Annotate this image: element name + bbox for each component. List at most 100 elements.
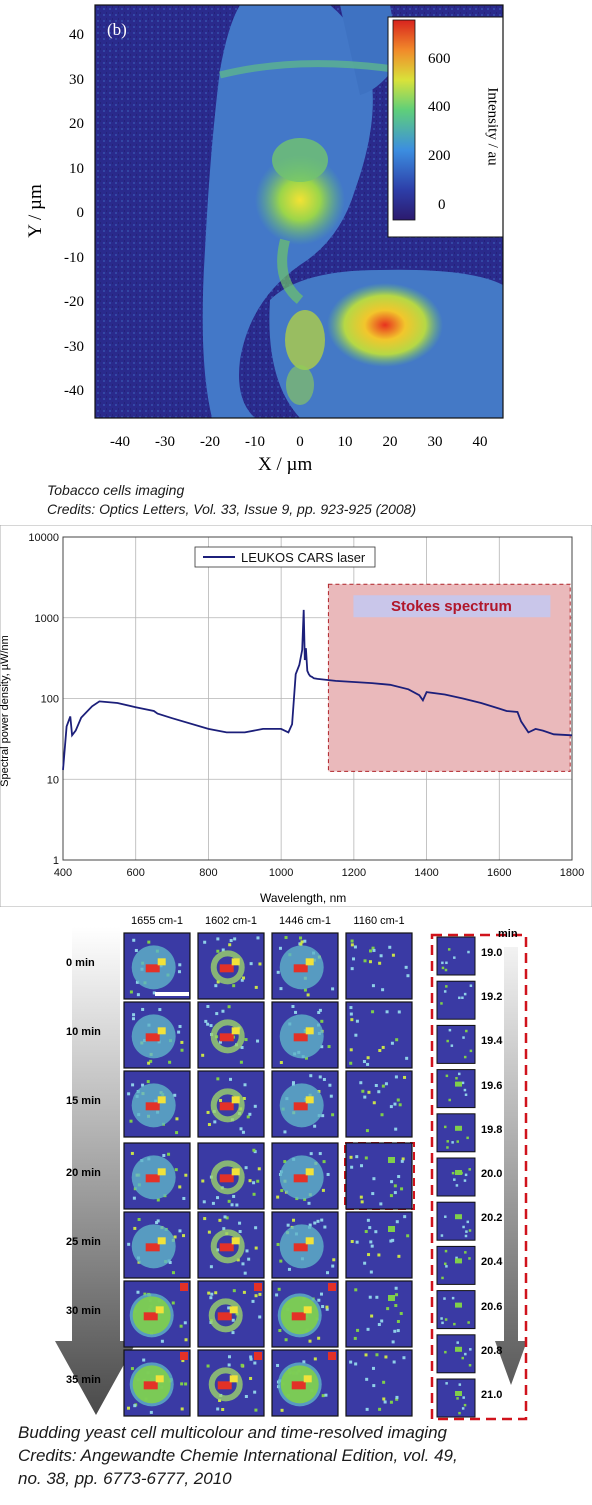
zoom-time-label: 20.4 [481,1256,503,1269]
figure-caption-credits: Credits: Angewandte Chemie International… [18,1446,458,1465]
image-tile [123,1280,191,1348]
tobacco-image-plot [94,4,504,419]
colorbar-tick: 600 [428,51,451,67]
y-tick-label: 30 [69,71,84,88]
zoom-tile [436,1290,476,1330]
colorbar [392,19,416,221]
y-tick-label: -30 [64,338,84,355]
zoom-tile [436,1024,476,1064]
zoom-tile [436,1157,476,1197]
zoom-tile [436,1245,476,1285]
x-tick-label: 1800 [560,867,584,879]
image-tile [123,1142,191,1210]
image-tile [123,932,191,1000]
figure-caption-title: Tobacco cells imaging [47,482,185,498]
zoom-tile [436,936,476,976]
plot-area [62,536,573,861]
image-tile [345,1211,413,1279]
x-tick-label: 20 [382,434,398,450]
x-axis-label: Wavelength, nm [260,891,347,905]
yeast-figure-graphics [55,927,528,1421]
image-tile [345,1142,413,1210]
y-tick-label: -10 [64,249,84,266]
zoom-tile [436,980,476,1020]
image-tile [271,1211,339,1279]
image-tile [123,1070,191,1138]
column-header: 1602 cm-1 [205,915,257,927]
image-tile [123,1211,191,1279]
x-tick-label: -30 [155,434,175,450]
row-label: 15 min [66,1095,101,1107]
y-tick-label: 10 [69,160,84,177]
image-tile [271,1070,339,1138]
image-tile [345,1349,413,1417]
image-tile [271,1280,339,1348]
x-tick-label: 600 [127,867,145,879]
image-tile [345,1280,413,1348]
image-tile [197,932,265,1000]
image-tile [197,1280,265,1348]
figure-tobacco: (b) 600 400 200 0 Intensity / au 40 30 20 1… [0,0,592,525]
y-tick-label: 100 [41,694,59,706]
nucleus-spot [255,155,345,245]
zoom-time-label: 20.6 [481,1300,503,1313]
zoom-dashed-frame [430,933,528,1421]
colorbar-tick: 0 [438,197,446,213]
figure-spectrum: Stokes spectrum 400 600 800 1000 1200 1400 1600… [0,524,592,908]
image-tile [345,932,413,1000]
colorbar-label: Intensity / au [484,87,501,166]
figure-caption-credits-cont: no. 38, pp. 6773-6777, 2010 [18,1469,232,1488]
y-tick-label: -40 [64,383,84,399]
image-tile [271,1349,339,1417]
zoom-tile [436,1113,476,1153]
y-tick-label: 10 [47,774,59,786]
zoom-tile [436,1201,476,1241]
y-tick-label: -20 [64,294,84,310]
zoom-tile [436,1378,476,1418]
image-tile [197,1001,265,1069]
x-tick-label: 800 [199,867,217,879]
x-tick-label: 1200 [342,867,366,879]
image-tile [197,1070,265,1138]
column-header: 1160 cm-1 [353,915,405,927]
row-label: 10 min [66,1026,101,1038]
x-tick-label: -40 [110,434,130,450]
legend-box [194,546,376,568]
image-tile [345,1001,413,1069]
zoom-time-label: 19.2 [481,991,503,1004]
y-tick-label: 1000 [35,613,59,625]
zoom-time-label: 20.2 [481,1212,503,1225]
row-label: 25 min [66,1236,101,1248]
x-axis-label: X / µm [258,454,313,475]
series-line [62,609,573,771]
x-tick-label: 40 [472,434,488,450]
image-tile [123,1349,191,1417]
row-label: 0 min [66,957,95,969]
panel-label: (b) [107,20,127,39]
figure-caption-title: Budding yeast cell multicolour and time-… [18,1423,447,1442]
x-tick-label: 1400 [414,867,438,879]
y-tick-label: 10000 [28,532,59,544]
column-header: 1446 cm-1 [279,915,331,927]
zoom-time-arrow-icon [495,947,527,1385]
row-label: 35 min [66,1374,101,1386]
y-axis-label: Spectral power density, µW/nm [0,635,11,787]
x-tick-label: 1600 [487,867,511,879]
row-label: 20 min [66,1167,101,1179]
figure-caption-credits: Credits: Optics Letters, Vol. 33, Issue … [47,501,417,517]
x-tick-label: -20 [200,434,220,450]
image-tile [197,1349,265,1417]
y-tick-label: 0 [76,205,85,221]
x-tick-label: 400 [54,867,72,879]
image-tile [271,1001,339,1069]
image-tile [345,1070,413,1138]
image-tile [197,1142,265,1210]
y-axis-label: Y / µm [25,184,46,238]
x-tick-label: 10 [337,434,353,450]
stokes-label-box [353,595,551,618]
zoom-time-label: 20.8 [481,1344,503,1357]
y-tick-label: 1 [53,855,59,867]
zoom-time-label: 19.8 [481,1123,503,1136]
zoom-tile [436,1334,476,1374]
figure-yeast: 1655 cm-1 1602 cm-1 1446 cm-1 1160 cm-1 0 m… [0,907,592,1505]
